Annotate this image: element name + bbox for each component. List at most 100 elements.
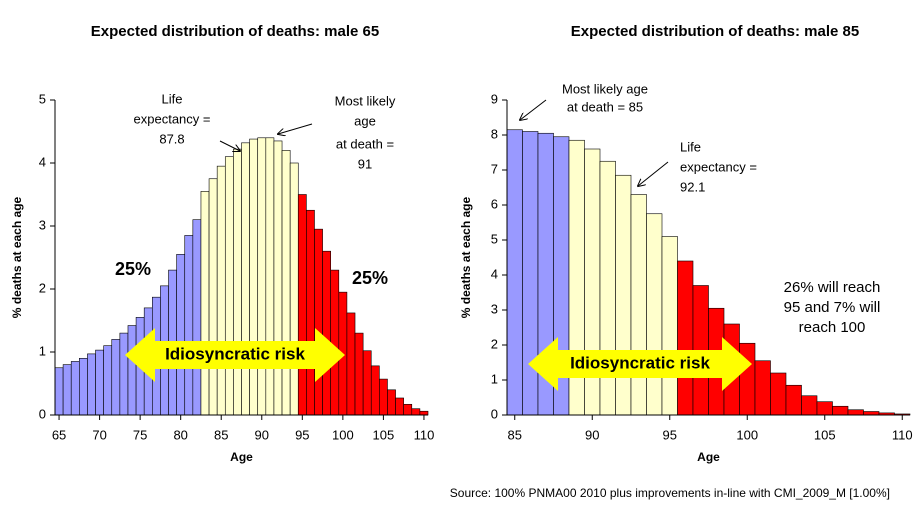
bar (314, 228, 323, 416)
annotation: 26% will reach (784, 279, 881, 296)
x-tick-label: 100 (332, 427, 354, 442)
bar (330, 269, 340, 416)
annotation: at death = 85 (567, 99, 643, 114)
x-tick-label: 80 (173, 427, 187, 442)
bar (224, 156, 234, 416)
y-tick-label: 1 (491, 371, 498, 386)
y-tick-label: 6 (491, 196, 498, 211)
bar (273, 140, 283, 416)
bar (816, 401, 833, 416)
x-tick-label: 65 (52, 427, 66, 442)
bar (362, 350, 372, 416)
y-tick-label: 2 (39, 280, 46, 295)
bar (615, 174, 632, 416)
y-tick-label: 8 (491, 126, 498, 141)
annotation: expectancy = (680, 159, 757, 174)
bar (832, 405, 849, 416)
bar (419, 410, 429, 416)
bar (785, 384, 802, 416)
annotation: Idiosyncratic risk (165, 344, 305, 363)
bar (306, 209, 315, 416)
y-tick-label: 5 (39, 91, 46, 106)
annotation: Life (680, 139, 701, 154)
bar (506, 129, 523, 416)
bar (346, 312, 356, 416)
bar (111, 339, 121, 416)
bar (87, 353, 96, 416)
x-tick-label: 105 (373, 427, 395, 442)
bar (322, 250, 331, 416)
bar (241, 142, 250, 416)
annotation: 25% (115, 259, 151, 279)
bar (249, 138, 259, 416)
bar (661, 236, 678, 416)
annotation: 95 and 7% will (784, 299, 881, 316)
bar (184, 235, 194, 416)
y-tick-label: 9 (491, 91, 498, 106)
bar (265, 137, 275, 416)
bar (297, 194, 307, 416)
bar (208, 178, 218, 416)
x-tick-label: 75 (133, 427, 147, 442)
annotation: Most likely (335, 93, 396, 108)
bar (119, 332, 129, 416)
bar (646, 213, 663, 416)
y-tick-label: 4 (491, 266, 498, 281)
y-tick-label: 1 (39, 343, 46, 358)
bar (403, 403, 413, 416)
bar (370, 365, 380, 416)
bar (62, 364, 72, 416)
bar (200, 191, 210, 416)
x-tick-label: 85 (508, 427, 522, 442)
x-tick-label: 90 (585, 427, 599, 442)
annotation: Idiosyncratic risk (570, 353, 710, 372)
chart-title: Expected distribution of deaths: male 85 (571, 23, 859, 40)
annotation: Most likely age (562, 81, 648, 96)
y-axis-title: % deaths at each age (10, 196, 24, 318)
bar (379, 378, 388, 416)
annotation-arrow (638, 161, 669, 186)
annotation: reach 100 (799, 319, 866, 336)
annotation-arrow (520, 99, 547, 120)
bar (863, 411, 880, 416)
x-tick-label: 95 (295, 427, 309, 442)
annotation: 25% (352, 268, 388, 288)
x-tick-label: 90 (255, 427, 269, 442)
y-tick-label: 4 (39, 154, 46, 169)
bar (754, 360, 771, 416)
bar (411, 408, 421, 416)
bar (192, 219, 202, 416)
bar (79, 357, 88, 416)
x-tick-label: 70 (92, 427, 106, 442)
bar (257, 137, 267, 416)
y-axis-title: % deaths at each age (459, 196, 473, 318)
bar (630, 194, 647, 416)
bar (770, 372, 787, 416)
x-tick-label: 95 (663, 427, 677, 442)
y-tick-label: 7 (491, 161, 498, 176)
bar (801, 395, 818, 416)
x-axis-title: Age (697, 450, 720, 464)
bar (847, 409, 864, 416)
y-tick-label: 0 (39, 406, 46, 421)
annotation: 87.8 (159, 131, 184, 146)
y-tick-label: 0 (491, 406, 498, 421)
x-tick-label: 110 (414, 427, 435, 442)
annotation-arrow (219, 140, 240, 151)
annotation: at death = (336, 136, 394, 151)
annotation: age (354, 113, 376, 128)
bar (127, 325, 137, 416)
bar (387, 389, 396, 416)
bar (281, 150, 291, 416)
bar (289, 162, 299, 416)
bar (354, 332, 364, 416)
chart: Expected distribution of deaths: male 85… (459, 23, 912, 464)
annotation: 91 (358, 156, 372, 171)
bar (395, 397, 404, 416)
annotation: 92.1 (680, 179, 705, 194)
x-tick-label: 105 (814, 427, 836, 442)
annotation: Life (162, 91, 183, 106)
annotation-arrow (278, 123, 313, 134)
double-arrow (125, 328, 345, 382)
